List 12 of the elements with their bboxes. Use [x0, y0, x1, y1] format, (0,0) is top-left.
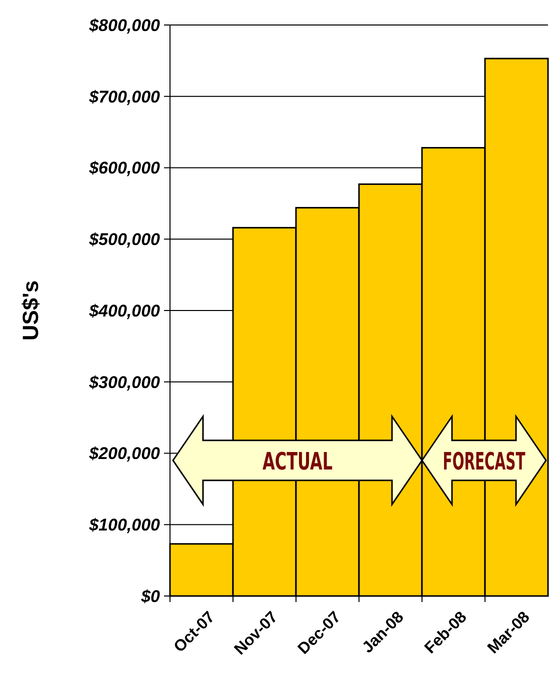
y-tick-label: $0	[140, 586, 161, 606]
annotation: FORECAST	[442, 448, 526, 476]
y-tick-label: $400,000	[88, 301, 161, 320]
y-tick-label: $300,000	[88, 372, 161, 392]
y-tick-label: $100,000	[88, 516, 161, 535]
y-tick-label: $700,000	[88, 87, 161, 106]
y-tick-label: $800,000	[88, 16, 161, 35]
annotation: ACTUAL	[262, 447, 333, 476]
y-tick-label: $500,000	[88, 230, 161, 250]
y-axis-title: US$'s	[18, 280, 43, 341]
y-tick-label: $600,000	[88, 158, 161, 178]
y-tick-label: $200,000	[88, 444, 161, 464]
